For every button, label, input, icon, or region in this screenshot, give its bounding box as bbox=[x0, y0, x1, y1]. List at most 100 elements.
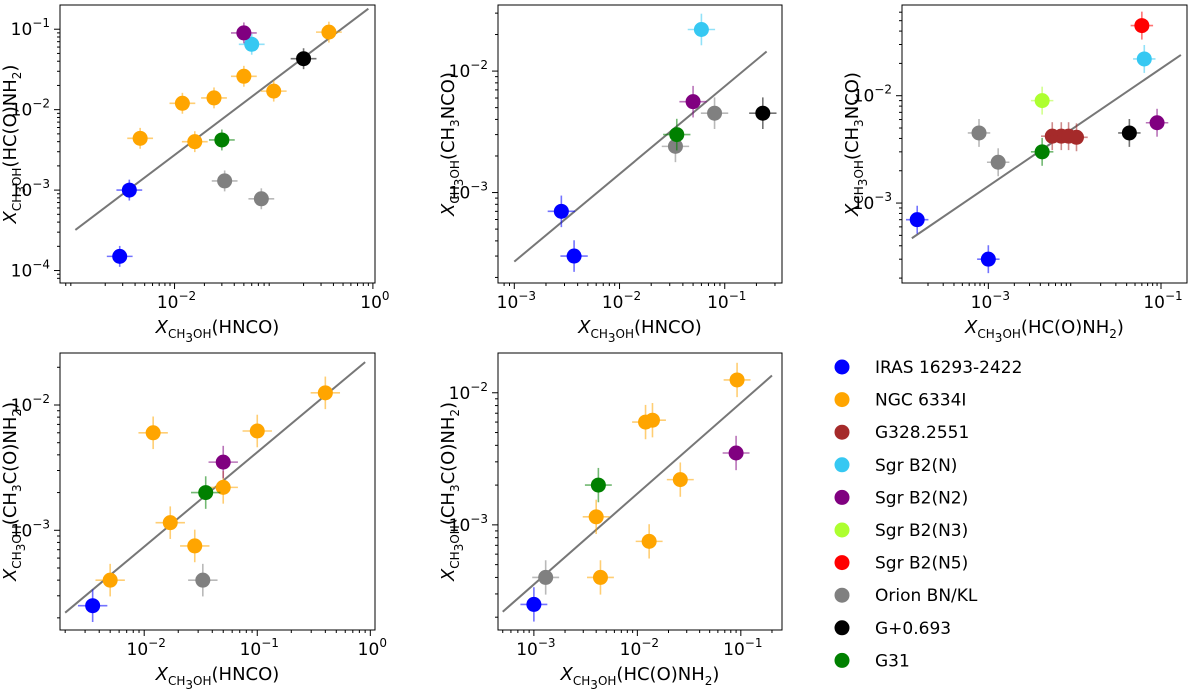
marker bbox=[162, 515, 178, 531]
legend-entry: G31 bbox=[834, 651, 910, 671]
marker bbox=[217, 173, 233, 189]
tick-label: 10−3 bbox=[497, 289, 536, 313]
data-point bbox=[687, 13, 716, 46]
tick-label: 10−3 bbox=[449, 512, 488, 536]
panel-4: 10−2 10−1 100 10−3 10−2 XCH3OH(HNCO) XCH3OH(CH… bbox=[0, 352, 387, 692]
marker bbox=[553, 203, 569, 219]
data-point bbox=[290, 48, 317, 70]
panel-2: 10−3 10−2 10−1 10−3 10−2 XCH3OH(HNCO) XCH3OH(C… bbox=[438, 4, 783, 345]
x-axis-label: XCH3OH(HC(O)NH2) bbox=[964, 317, 1124, 345]
marker bbox=[266, 83, 282, 99]
tick-label: 10−1 bbox=[1143, 289, 1182, 313]
marker bbox=[728, 445, 744, 461]
data-point bbox=[639, 403, 666, 438]
tick-label: 10−1 bbox=[11, 16, 50, 40]
data-point bbox=[310, 376, 341, 410]
marker bbox=[588, 509, 604, 525]
marker bbox=[538, 569, 554, 585]
marker bbox=[1069, 129, 1085, 145]
marker bbox=[187, 134, 203, 150]
data-point bbox=[208, 471, 238, 504]
marker bbox=[729, 372, 745, 388]
legend-marker bbox=[834, 424, 850, 440]
marker bbox=[1134, 18, 1150, 34]
x-axis-label: XCH3OH(HNCO) bbox=[155, 664, 280, 692]
tick-label: 10−1 bbox=[240, 636, 279, 660]
marker bbox=[971, 125, 987, 141]
data-point bbox=[547, 195, 576, 228]
marker bbox=[112, 248, 128, 264]
data-point bbox=[635, 524, 663, 559]
marker bbox=[174, 95, 190, 111]
marker bbox=[641, 533, 657, 549]
legend-label: Sgr B2(N3) bbox=[875, 521, 968, 541]
legend-label: Orion BN/KL bbox=[875, 586, 978, 606]
tick-label: 10−2 bbox=[853, 83, 892, 107]
marker bbox=[980, 251, 996, 267]
panel-3: 10−3 10−1 10−3 10−2 XCH3OH(HC(O)NH2) XCH3OH(C… bbox=[842, 4, 1188, 345]
data-point bbox=[169, 92, 196, 114]
y-axis-label: XCH3OH(CH3C(O)NH2) bbox=[0, 402, 28, 582]
legend-marker bbox=[834, 652, 850, 668]
legend-entry: Sgr B2(N3) bbox=[834, 521, 968, 541]
legend: IRAS 16293-2422 NGC 6334I G328.2551 Sgr B2(… bbox=[834, 358, 1022, 671]
marker bbox=[566, 248, 582, 264]
data-point bbox=[230, 65, 257, 87]
legend-label: Sgr B2(N2) bbox=[875, 488, 968, 508]
data-point bbox=[238, 33, 265, 55]
axes-frame bbox=[59, 4, 376, 284]
marker bbox=[214, 132, 230, 148]
legend-label: Sgr B2(N) bbox=[875, 456, 957, 476]
x-axis-label: XCH3OH(HC(O)NH2) bbox=[560, 664, 720, 692]
data-point bbox=[138, 416, 168, 450]
marker bbox=[215, 454, 231, 470]
data-point bbox=[248, 188, 275, 210]
minor-ticks bbox=[495, 12, 776, 286]
data-point bbox=[95, 563, 125, 597]
tick-label: 10−2 bbox=[11, 97, 50, 121]
marker bbox=[1034, 93, 1050, 109]
y-axis-label: XCH3OH(CH3NCO) bbox=[438, 72, 466, 217]
marker bbox=[102, 572, 118, 588]
legend-label: G31 bbox=[875, 651, 910, 671]
data-point bbox=[230, 22, 257, 44]
marker bbox=[685, 94, 701, 110]
data-point bbox=[188, 563, 218, 597]
marker bbox=[1034, 144, 1050, 160]
marker bbox=[296, 51, 312, 67]
data-point bbox=[1030, 137, 1054, 166]
data-point bbox=[532, 560, 560, 595]
legend-entry: NGC 6334I bbox=[834, 391, 966, 411]
data-point bbox=[77, 589, 108, 623]
tick-label: 10−3 bbox=[853, 190, 892, 214]
legend-marker bbox=[834, 555, 850, 571]
data-point bbox=[977, 245, 1000, 274]
legend-marker bbox=[834, 587, 850, 603]
tick-label: 10−2 bbox=[127, 636, 166, 660]
data-point bbox=[1065, 123, 1088, 152]
tick-label: 10−2 bbox=[449, 58, 488, 82]
legend-marker bbox=[834, 489, 850, 505]
legend-marker bbox=[834, 620, 850, 636]
y-axis-label: XCH3OH(CH3NCO) bbox=[842, 72, 870, 217]
data-point bbox=[1030, 86, 1054, 115]
data-point bbox=[666, 462, 694, 497]
y-axis-label: XCH3OH(HC(O)NH2) bbox=[0, 65, 28, 225]
marker bbox=[755, 105, 771, 121]
data-point bbox=[316, 21, 342, 43]
data-point bbox=[723, 362, 751, 398]
data-point bbox=[1145, 108, 1169, 137]
data-point bbox=[208, 445, 238, 479]
marker bbox=[317, 385, 333, 401]
x-axis-label: XCH3OH(HNCO) bbox=[577, 317, 702, 345]
legend-label: NGC 6334I bbox=[875, 391, 966, 411]
axes-frame bbox=[497, 4, 783, 284]
data-point bbox=[582, 499, 610, 535]
marker bbox=[187, 538, 203, 554]
data-point bbox=[967, 118, 991, 147]
marker bbox=[990, 154, 1006, 170]
data-point bbox=[201, 87, 227, 109]
marker bbox=[121, 182, 137, 198]
data-points bbox=[520, 362, 751, 622]
